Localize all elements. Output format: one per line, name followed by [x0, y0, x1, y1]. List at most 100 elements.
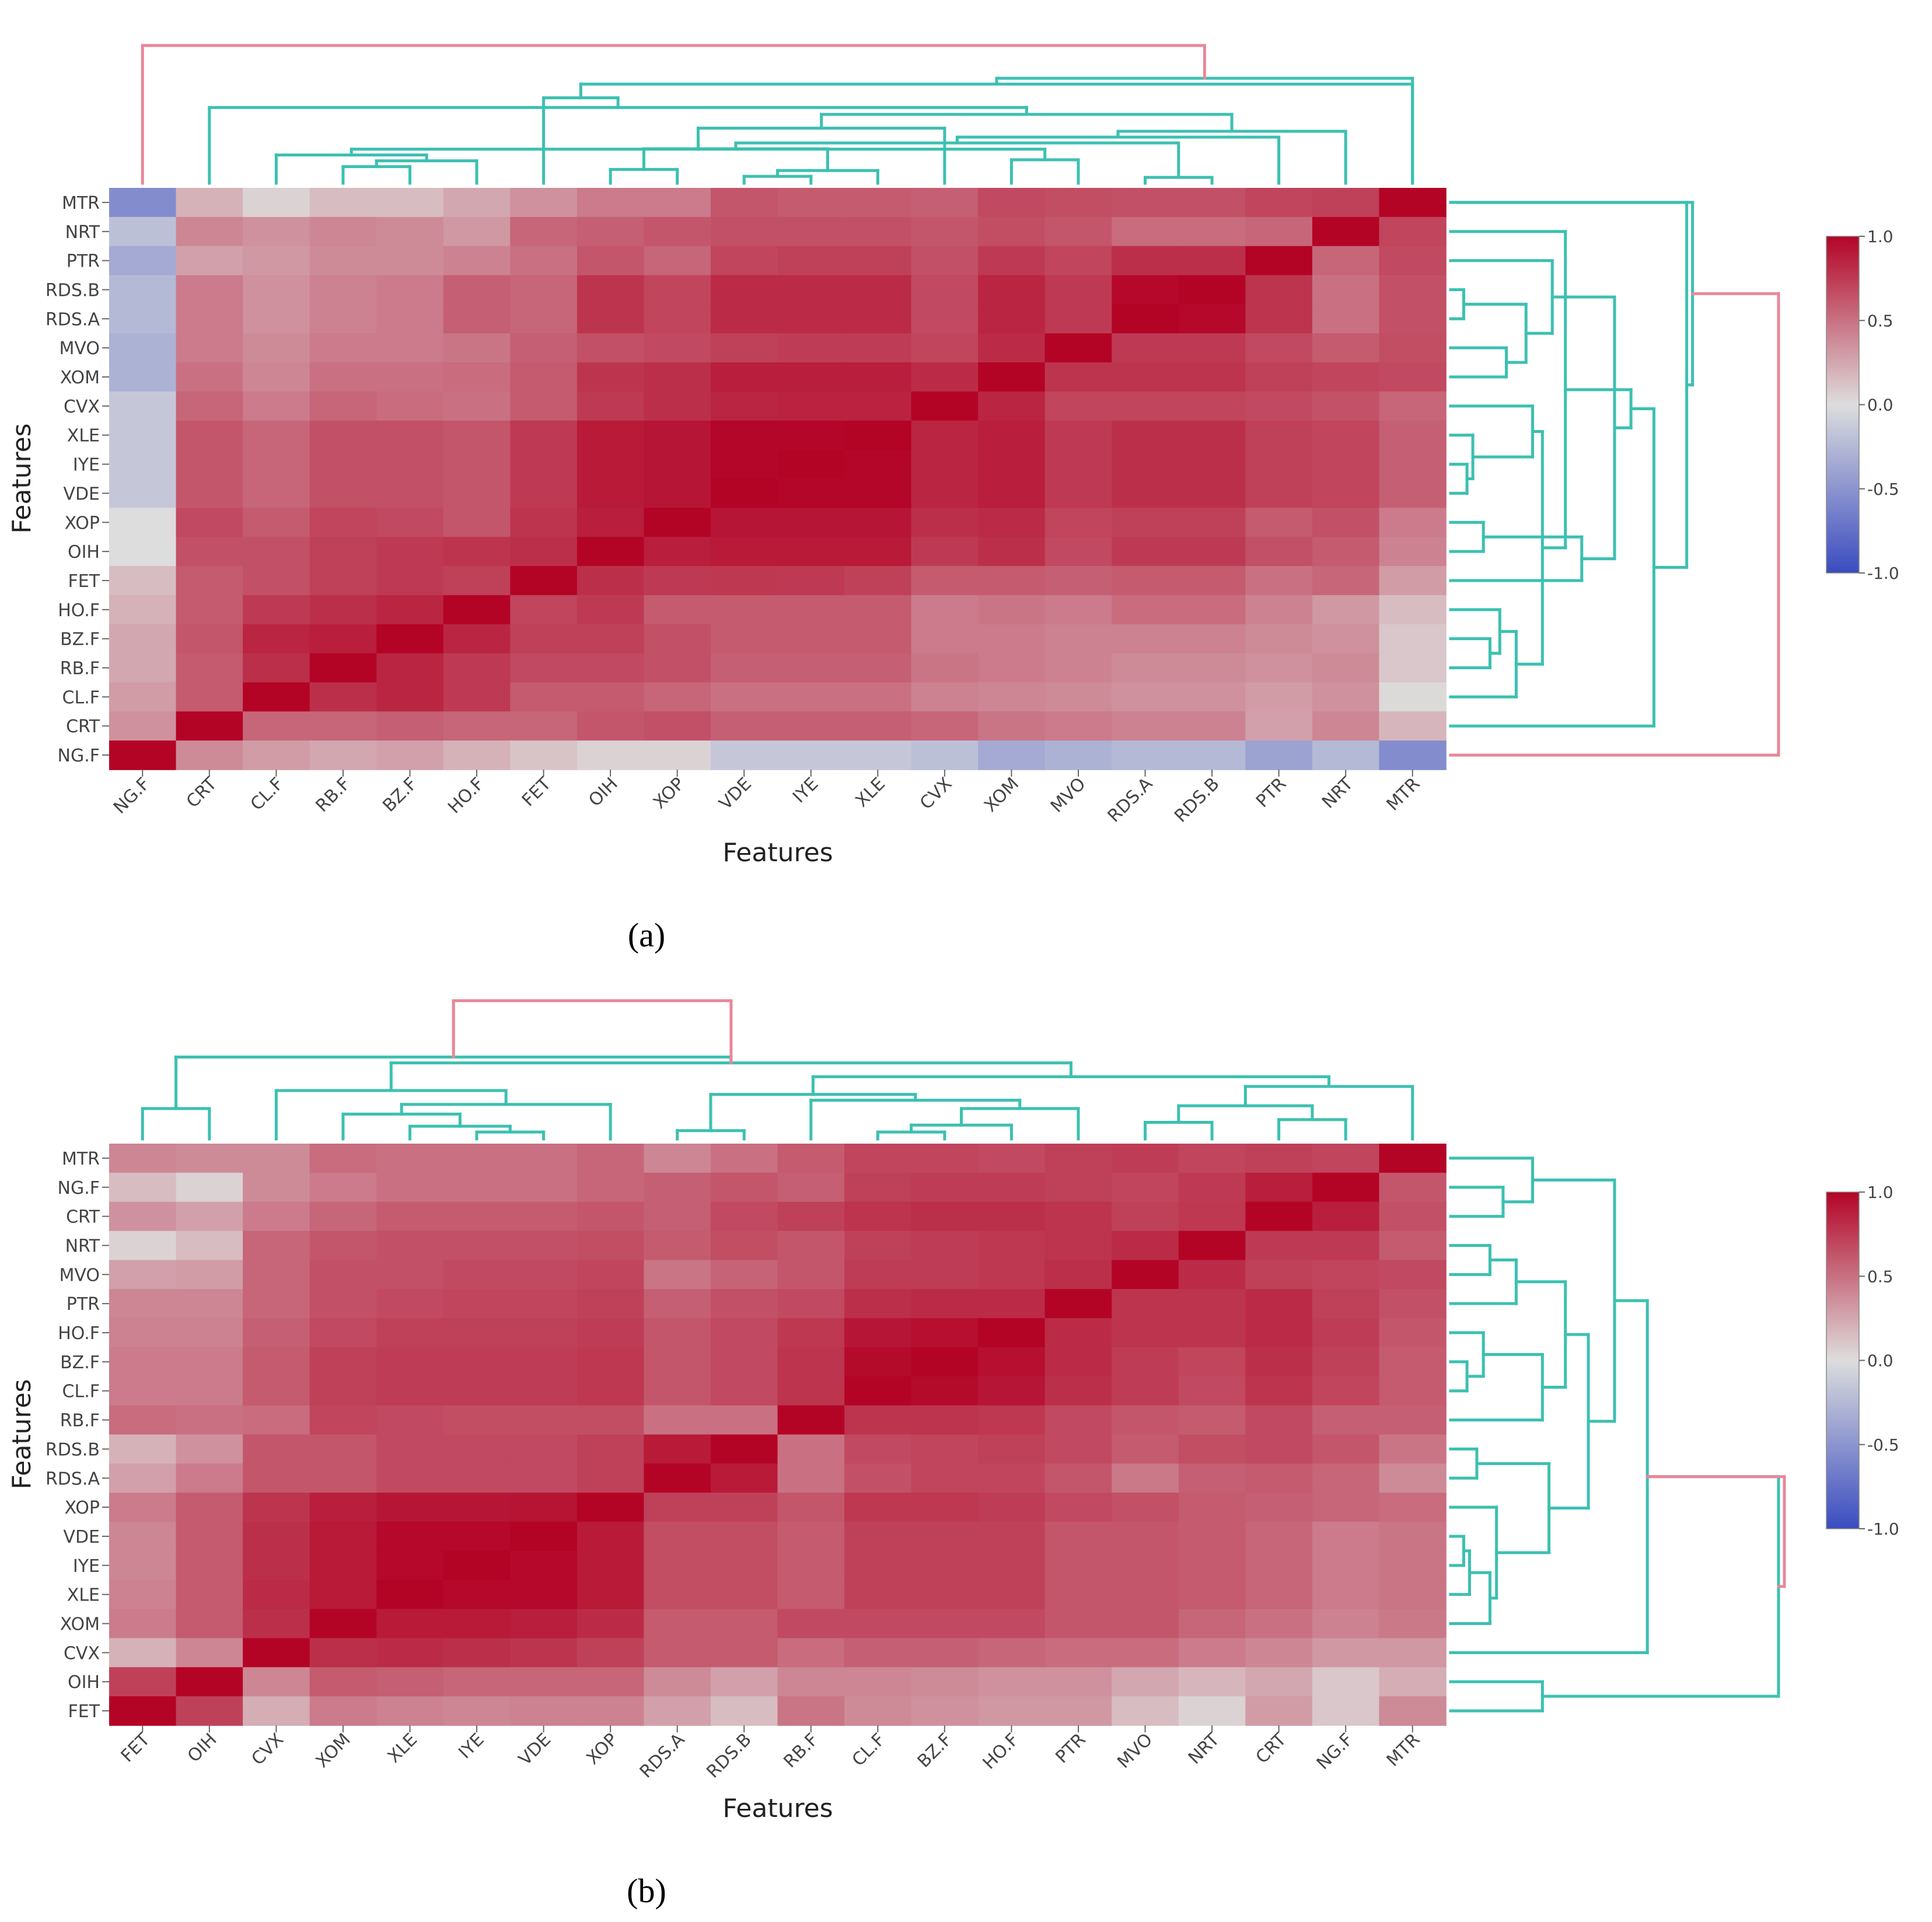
- heatmap-cell: [443, 1696, 511, 1726]
- heatmap-cell: [176, 1667, 243, 1697]
- heatmap-cell: [1245, 595, 1313, 625]
- heatmap-cell: [1178, 304, 1246, 334]
- heatmap-cell: [844, 1144, 912, 1173]
- heatmap-cell: [911, 478, 979, 509]
- heatmap-cell: [1379, 1347, 1447, 1377]
- heatmap-cell: [844, 216, 912, 247]
- heatmap-cell: [1312, 1463, 1380, 1493]
- heatmap-cell: [577, 653, 645, 683]
- heatmap-cell: [109, 624, 177, 654]
- heatmap-cell: [1178, 1347, 1246, 1377]
- heatmap-cell: [1245, 449, 1313, 480]
- y-tick-label: RB.F: [60, 659, 100, 679]
- heatmap-cell: [109, 420, 177, 450]
- heatmap-cell: [376, 1493, 444, 1522]
- heatmap-cell: [1112, 1638, 1179, 1668]
- heatmap-cell: [1044, 1347, 1113, 1377]
- heatmap-cell: [443, 1522, 511, 1551]
- heatmap-cell: [710, 391, 778, 421]
- heatmap-cell: [777, 624, 845, 654]
- heatmap-cell: [1379, 653, 1447, 683]
- heatmap-cell: [243, 1201, 310, 1232]
- heatmap-cell: [1379, 508, 1447, 537]
- heatmap-cell: [309, 537, 377, 567]
- heatmap-cell: [844, 682, 912, 712]
- heatmap-cell: [1044, 1493, 1113, 1522]
- x-tick-label: CVX: [247, 1729, 288, 1770]
- y-tick-label: OIH: [68, 542, 100, 562]
- heatmap-cell: [176, 508, 243, 537]
- x-tick-label: XOM: [980, 774, 1023, 816]
- heatmap-cell: [1178, 740, 1246, 770]
- heatmap-cell: [777, 1172, 845, 1203]
- heatmap-cell: [978, 391, 1046, 421]
- heatmap-cell: [376, 1579, 444, 1610]
- heatmap-cell: [1379, 1289, 1447, 1319]
- heatmap-cell: [1379, 1667, 1447, 1697]
- heatmap-cell: [777, 420, 845, 450]
- heatmap-cell: [176, 1347, 243, 1377]
- x-tick-label: VDE: [515, 1729, 555, 1770]
- heatmap-cell: [911, 1231, 979, 1261]
- heatmap-cell: [777, 275, 845, 305]
- heatmap-cell: [777, 682, 845, 712]
- heatmap-cell: [1312, 1550, 1380, 1581]
- y-tick-label: MVO: [60, 338, 100, 359]
- heatmap-cell: [109, 1550, 177, 1581]
- heatmap-cell: [1245, 1376, 1313, 1406]
- heatmap-cell: [1245, 508, 1313, 537]
- heatmap-cell: [644, 1318, 711, 1348]
- heatmap-cell: [844, 420, 912, 450]
- heatmap-cell: [243, 1667, 310, 1697]
- heatmap-cell: [777, 333, 845, 363]
- heatmap-cell: [577, 566, 645, 596]
- heatmap-cell: [978, 566, 1046, 596]
- heatmap-cell: [376, 275, 444, 305]
- heatmap-cell: [1379, 1172, 1447, 1203]
- heatmap-cell: [443, 1667, 511, 1697]
- panel-a-heatmap: NG.F CRT CL.F RB.F BZ.F HO.F FET OIH XOP VDE IYE XL…: [7, 44, 1899, 954]
- heatmap-cell: [644, 362, 711, 392]
- heatmap-cell: [978, 1405, 1046, 1435]
- heatmap-cell: [1044, 333, 1113, 363]
- heatmap-cell: [309, 304, 377, 334]
- y-tick-label: CVX: [64, 1643, 100, 1664]
- heatmap-cell: [1312, 216, 1380, 247]
- heatmap-cell: [176, 1696, 243, 1726]
- colorbar-tick-label: -0.5: [1867, 1435, 1899, 1455]
- heatmap-cell: [978, 682, 1046, 712]
- heatmap-cell: [243, 1289, 310, 1319]
- colorbar-tick-label: 0.0: [1867, 396, 1893, 415]
- heatmap-cell: [710, 508, 778, 537]
- heatmap-cell: [844, 537, 912, 567]
- heatmap-cell: [109, 1638, 177, 1668]
- heatmap-cell: [844, 508, 912, 537]
- heatmap-cell: [978, 1522, 1046, 1551]
- heatmap-cell: [577, 1405, 645, 1435]
- heatmap-cell: [1112, 566, 1179, 596]
- heatmap-cell: [710, 1405, 778, 1435]
- x-tick-label: BZ.F: [379, 774, 421, 816]
- heatmap-cell: [510, 1550, 578, 1581]
- heatmap-cell: [844, 1550, 912, 1581]
- heatmap-cell: [309, 275, 377, 305]
- heatmap-cell: [978, 1667, 1046, 1697]
- heatmap-cell: [844, 1667, 912, 1697]
- heatmap-cell: [1178, 449, 1246, 480]
- heatmap-cell: [1112, 1289, 1179, 1319]
- heatmap-cell: [1044, 1172, 1113, 1203]
- heatmap-cell: [1379, 333, 1447, 363]
- heatmap-cell: [577, 420, 645, 450]
- heatmap-cell: [1245, 1638, 1313, 1668]
- heatmap-cell: [109, 682, 177, 712]
- heatmap-cell: [844, 1260, 912, 1290]
- heatmap-cell: [911, 711, 979, 741]
- heatmap-cell: [176, 1144, 243, 1173]
- y-tick-label: FET: [68, 1701, 100, 1722]
- heatmap-cell: [777, 1667, 845, 1697]
- heatmap-cell: [109, 216, 177, 247]
- heatmap-cell: [176, 1493, 243, 1522]
- heatmap-cell: [911, 333, 979, 363]
- heatmap-cell: [376, 653, 444, 683]
- heatmap-cell: [1312, 1201, 1380, 1232]
